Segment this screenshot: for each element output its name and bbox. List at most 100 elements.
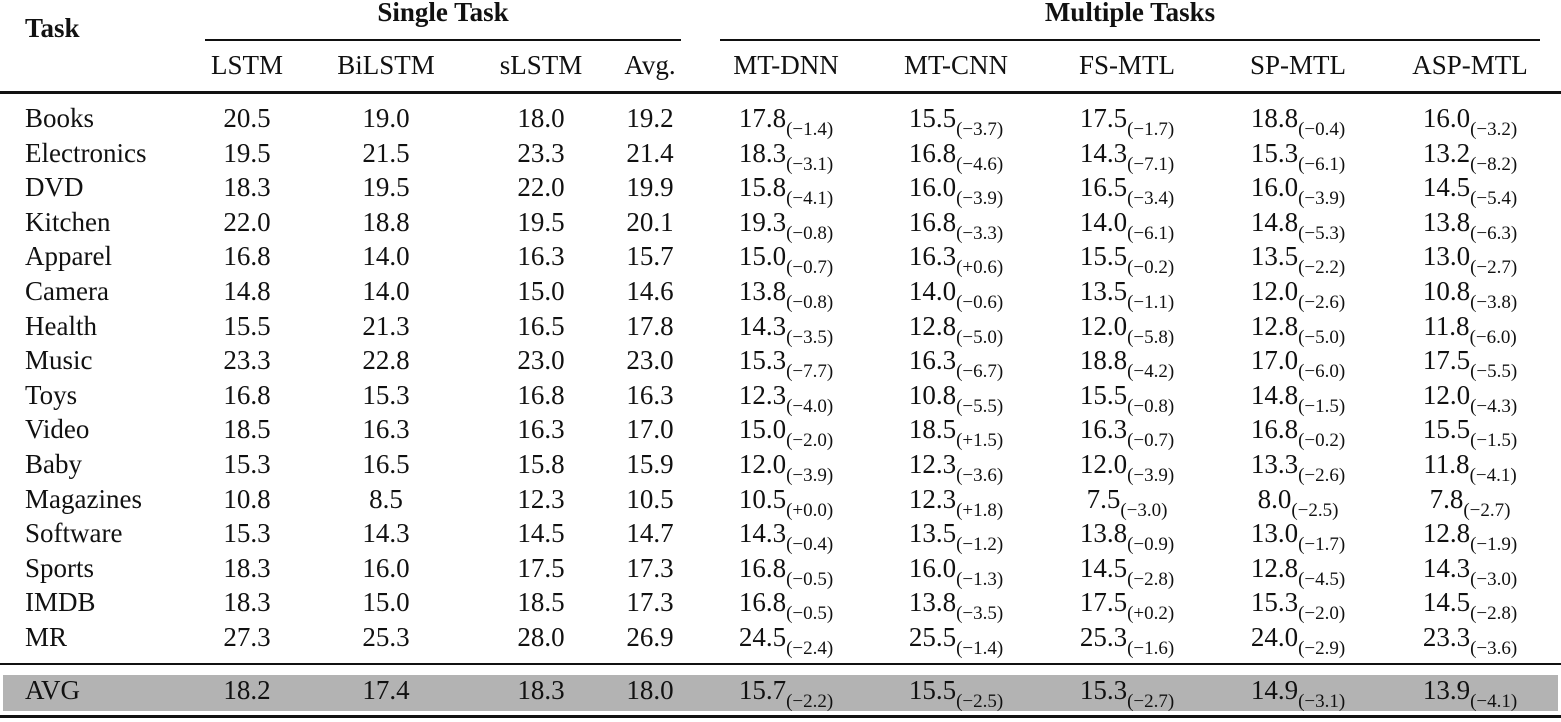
cell: 16.3 (362, 414, 410, 445)
cell-value: 11.8 (1423, 449, 1470, 479)
cell: 21.3 (362, 310, 410, 341)
cell-value: 13.5 (1079, 276, 1128, 306)
cell-value: 12.3 (908, 449, 957, 479)
cell: 16.8(−3.3) (846, 207, 1066, 244)
cell: 15.0 (517, 276, 565, 306)
cell-value: 15.0 (738, 414, 787, 445)
task-name: Kitchen (25, 206, 111, 237)
column-header: MT-CNN (903, 50, 1009, 80)
cell: 13.9(−4.1) (1360, 675, 1561, 712)
cell-delta: (−3.4) (1127, 188, 1175, 210)
cell: 16.0(−3.2) (1360, 103, 1561, 140)
cell: 14.5 (517, 518, 565, 549)
cell-value: 12.3 (738, 379, 787, 410)
cell: 12.3(+1.8) (846, 484, 1066, 521)
cell-value: 14.3 (738, 518, 787, 549)
cell-value: 15.3 (1250, 137, 1299, 168)
cell-value: 18.3 (738, 137, 787, 168)
column-header: Avg. (624, 50, 676, 80)
cell: 16.8(−0.5) (676, 553, 896, 590)
cell-value: 12.0 (1422, 379, 1471, 410)
cell-value: 13.5 (908, 518, 957, 549)
cell-value: 16.5 (1079, 172, 1128, 203)
cell: 13.5(−1.1) (1017, 276, 1237, 313)
cell-delta: (−2.0) (1298, 603, 1346, 625)
cell: 15.5 (223, 310, 271, 341)
cell-value: 15.5 (1422, 414, 1471, 445)
task-name: Baby (25, 449, 82, 479)
cell: 18.5 (223, 414, 271, 445)
cell: 18.3 (223, 552, 271, 583)
cell-delta: (−3.1) (1298, 691, 1346, 712)
cell-delta: (−0.9) (1127, 534, 1175, 556)
cell-delta: (+0.0) (786, 499, 834, 521)
cell: 19.2 (626, 103, 674, 133)
cell: 15.7 (626, 241, 674, 272)
cell: 18.2 (223, 675, 271, 705)
column-header: LSTM (210, 50, 283, 80)
cell: 22.0 (517, 172, 565, 203)
cell-value: 18.5 (908, 414, 957, 445)
cell-value: 14.3 (1422, 552, 1471, 583)
cell: 8.5 (369, 483, 403, 514)
cell-delta: (−1.3) (956, 568, 1004, 590)
column-header: FS-MTL (1078, 50, 1176, 80)
cell: 17.5 (517, 552, 565, 583)
cell-delta: (−4.1) (786, 188, 834, 210)
cell: 23.3 (517, 137, 565, 168)
cell-value: 16.3 (908, 241, 957, 272)
cell-delta: (−7.7) (786, 361, 834, 383)
cell-value: 14.3 (1079, 137, 1128, 168)
cell: 15.3(−7.7) (676, 345, 896, 382)
cell: 12.0(−5.8) (1017, 311, 1237, 348)
cell: 16.3 (626, 379, 674, 410)
cell-delta: (−3.0) (1120, 499, 1168, 521)
cell-delta: (−3.5) (956, 603, 1004, 625)
task-name: Video (25, 414, 90, 445)
cell: 17.4 (362, 675, 410, 705)
cell: 12.0(−3.9) (676, 449, 896, 486)
cell-delta: (−5.5) (1470, 361, 1518, 383)
cell-delta: (−2.5) (1291, 499, 1339, 521)
cell-delta: (+1.5) (956, 430, 1004, 452)
cell: 14.5(−5.4) (1360, 172, 1561, 209)
cell: 15.5(−3.7) (846, 103, 1066, 140)
cell-delta: (−3.9) (1298, 188, 1346, 210)
cell-delta: (−5.4) (1470, 188, 1518, 210)
task-header: Task (25, 13, 80, 43)
cell-delta: (−2.7) (1463, 499, 1511, 521)
cell: 15.9 (626, 449, 674, 479)
cell: 15.3(−6.1) (1188, 137, 1408, 175)
cell-delta: (−4.6) (956, 153, 1004, 175)
cell-value: 16.3 (1079, 414, 1128, 445)
cell-delta: (−6.0) (1298, 361, 1346, 383)
cell-delta: (−1.7) (1298, 534, 1346, 556)
cell: 12.0(−2.6) (1188, 276, 1408, 313)
cell: 13.5(−1.2) (846, 518, 1066, 555)
cell: 14.0(−6.1) (1017, 207, 1237, 244)
cell: 10.5(+0.0) (676, 484, 896, 521)
cell-value: 15.5 (908, 103, 957, 133)
cell: 19.5 (517, 206, 565, 237)
cell: 15.7(−2.2) (676, 675, 896, 712)
cell: 16.5(−3.4) (1017, 172, 1237, 209)
task-name: IMDB (25, 587, 96, 618)
cell-delta: (−1.4) (786, 119, 834, 140)
column-header: BiLSTM (337, 50, 435, 80)
cell-value: 16.0 (1250, 172, 1299, 203)
cell: 16.0(−3.9) (1188, 172, 1408, 209)
column-header: ASP-MTL (1412, 50, 1528, 80)
cell-value: 13.3 (1250, 449, 1299, 479)
cell: 12.3(−3.6) (846, 449, 1066, 486)
cell-delta: (−0.8) (786, 292, 834, 313)
cell-delta: (−0.5) (786, 603, 834, 625)
cell: 16.0(−1.3) (846, 553, 1066, 590)
cell-value: 13.8 (738, 276, 787, 306)
cell-value: 14.9 (1250, 675, 1299, 705)
cell: 22.8 (362, 345, 410, 376)
cell: 15.5(−1.5) (1360, 414, 1561, 451)
task-name: DVD (25, 172, 84, 203)
cell: 18.3 (223, 587, 271, 618)
cell-value: 12.0 (1250, 276, 1299, 306)
cell: 15.8(−4.1) (676, 172, 896, 209)
